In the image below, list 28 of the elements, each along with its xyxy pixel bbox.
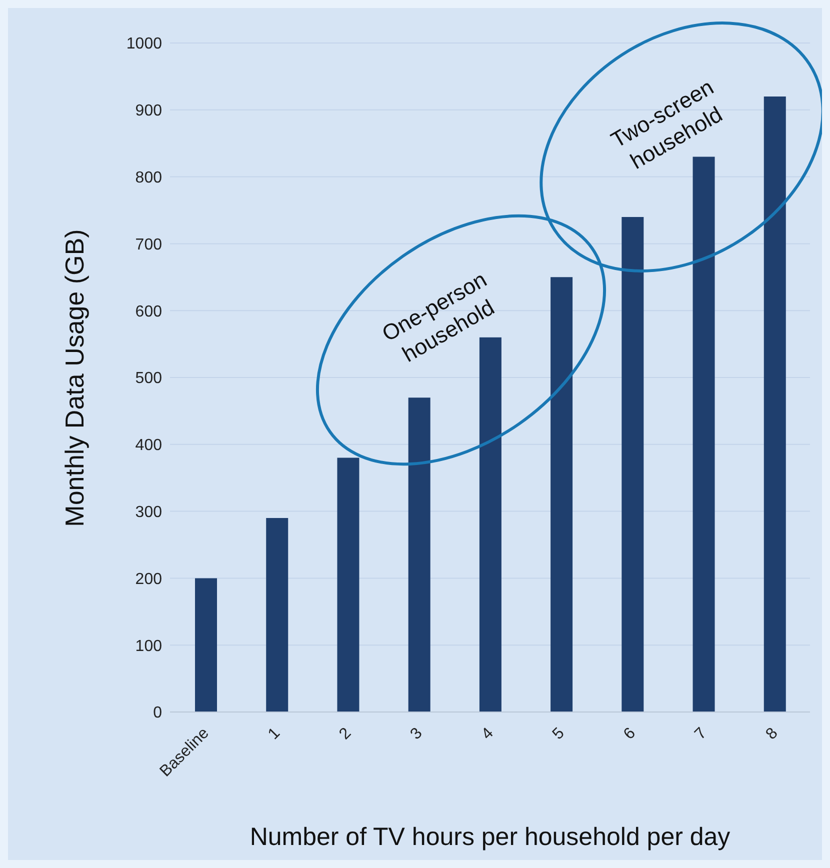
bar [408, 398, 430, 712]
y-tick-label: 900 [135, 102, 162, 120]
x-tick-label: 5 [550, 724, 568, 744]
y-tick-label: 800 [135, 169, 162, 186]
x-tick-label: 7 [692, 724, 710, 744]
bar [550, 277, 573, 712]
y-axis-title: Monthly Data Usage (GB) [60, 229, 90, 527]
y-tick-label: 700 [135, 236, 162, 254]
y-tick-label: 300 [135, 504, 162, 521]
y-tick-label: 100 [135, 638, 162, 655]
bar [337, 458, 360, 712]
x-tick-label: 2 [336, 724, 355, 744]
bar [622, 216, 644, 712]
x-tick-label: 1 [265, 724, 284, 744]
bar [266, 518, 288, 712]
y-tick-label: 1000 [126, 36, 162, 53]
y-tick-label: 0 [153, 704, 162, 722]
x-tick-label: 6 [620, 724, 640, 744]
y-tick-label: 200 [135, 570, 162, 588]
x-tick-label: 3 [407, 724, 426, 744]
x-axis-title: Number of TV hours per household per day [248, 823, 732, 852]
y-tick-label: 600 [135, 303, 162, 320]
y-tick-label: 400 [135, 437, 162, 454]
x-tick-label: 4 [478, 724, 497, 744]
bar [764, 96, 786, 712]
bar [195, 578, 217, 712]
x-tick-label: 8 [762, 724, 782, 744]
y-tick-label: 500 [135, 370, 162, 388]
